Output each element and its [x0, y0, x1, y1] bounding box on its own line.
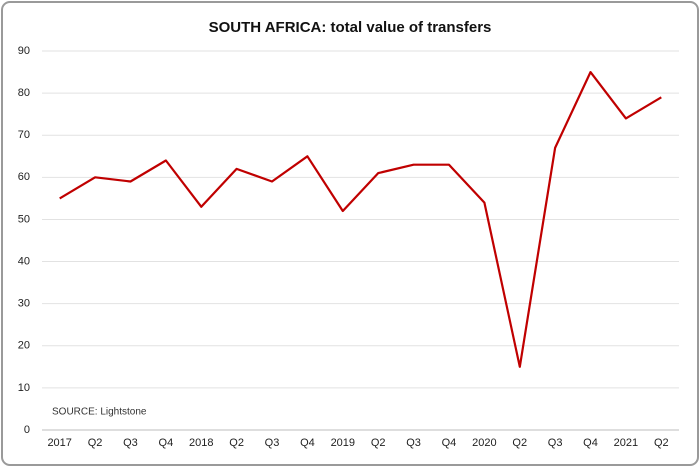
y-tick-label: 0: [24, 424, 30, 436]
x-tick-label: Q3: [548, 437, 563, 449]
y-tick-label: 90: [18, 45, 30, 57]
y-tick-label: 30: [18, 298, 30, 310]
y-tick-label: 80: [18, 87, 30, 99]
x-tick-label: Q2: [371, 437, 386, 449]
x-tick-label: 2017: [47, 437, 71, 449]
chart-title: SOUTH AFRICA: total value of transfers: [209, 19, 492, 36]
y-tick-label: 20: [18, 340, 30, 352]
y-tick-label: 60: [18, 171, 30, 183]
x-tick-label: 2020: [472, 437, 496, 449]
y-tick-label: 70: [18, 129, 30, 141]
y-tick-label: 10: [18, 382, 30, 394]
x-tick-label: Q2: [229, 437, 244, 449]
x-tick-label: Q3: [123, 437, 138, 449]
source-note: SOURCE: Lightstone: [52, 407, 147, 418]
y-tick-label: 40: [18, 255, 30, 267]
y-tick-label: 50: [18, 213, 30, 225]
x-tick-label: Q4: [159, 437, 174, 449]
x-tick-label: 2021: [614, 437, 638, 449]
x-tick-label: 2018: [189, 437, 213, 449]
x-tick-label: Q2: [654, 437, 669, 449]
x-tick-label: Q2: [88, 437, 103, 449]
x-tick-label: Q4: [583, 437, 598, 449]
x-tick-label: Q2: [512, 437, 527, 449]
x-tick-label: Q4: [300, 437, 315, 449]
x-tick-label: 2019: [331, 437, 355, 449]
x-tick-label: Q3: [406, 437, 421, 449]
x-tick-label: Q4: [442, 437, 457, 449]
x-tick-label: Q3: [265, 437, 280, 449]
data-line: [59, 70, 662, 368]
